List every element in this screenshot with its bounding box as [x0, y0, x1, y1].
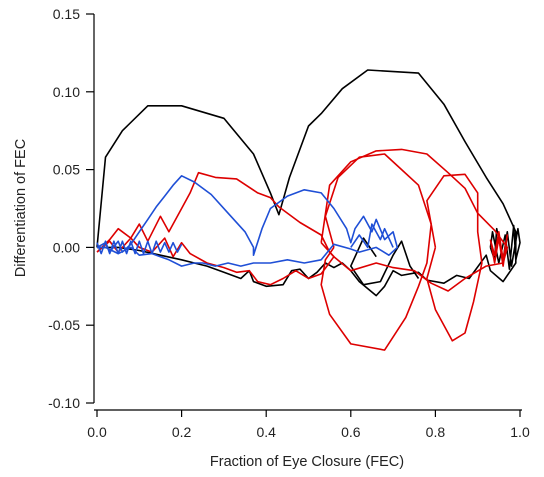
series-line-5 [320, 148, 509, 292]
x-tick-label-2: 0.4 [256, 424, 276, 440]
x-tick-label-1: 0.2 [172, 424, 192, 440]
x-tick-label-3: 0.6 [341, 424, 361, 440]
y-axis-label: Differentiation of FEC [13, 139, 29, 277]
x-axis-label: Fraction of Eye Closure (FEC) [210, 454, 404, 470]
x-tick-label-4: 0.8 [426, 424, 446, 440]
y-tick-label-4: 0.10 [53, 84, 80, 100]
x-tick-label-0: 0.0 [87, 424, 107, 440]
series-line-4 [96, 171, 335, 286]
axes [93, 14, 522, 411]
series-line-10 [96, 240, 183, 255]
series-line-11 [350, 223, 394, 249]
series-layer [96, 69, 521, 351]
y-tick-label-1: -0.05 [48, 317, 80, 333]
y-tick-label-2: 0.00 [53, 239, 80, 255]
x-tick-label-5: 1.0 [510, 424, 530, 440]
series-line-9 [96, 175, 399, 267]
series-line-1 [96, 69, 517, 297]
tick-layer: -0.10 -0.05 0.00 0.05 0.10 0.15 0.0 0.2 0.4 0.6 0.… [48, 6, 530, 440]
y-tick-label-0: -0.10 [48, 395, 80, 411]
series-line-7 [426, 173, 483, 342]
y-tick-label-3: 0.05 [53, 162, 80, 178]
series-line-2 [349, 237, 420, 286]
series-line-8 [489, 231, 509, 267]
y-tick-label-5: 0.15 [53, 6, 80, 22]
series-line-6 [320, 153, 433, 351]
